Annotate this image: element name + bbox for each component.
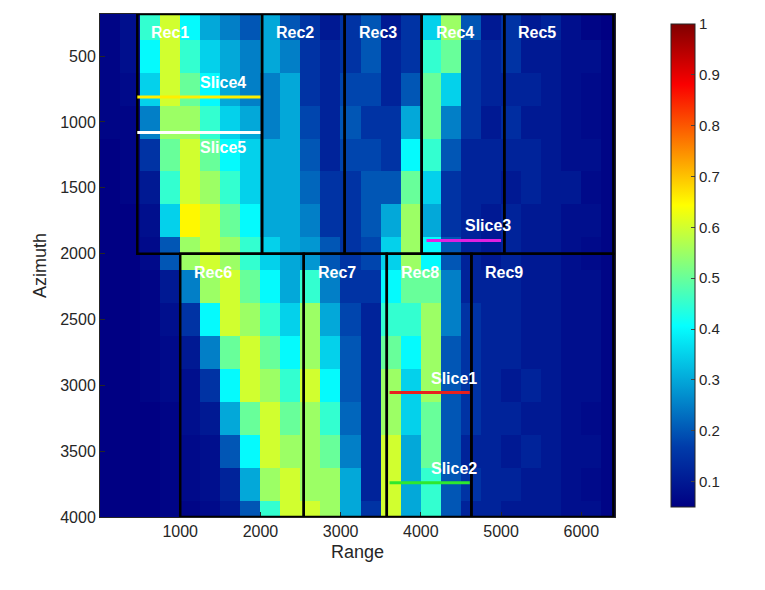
svg-text:0.1: 0.1 [699,473,720,490]
svg-text:Rec8: Rec8 [401,264,439,281]
svg-text:Slice4: Slice4 [200,74,246,91]
svg-text:4000: 4000 [403,523,439,540]
svg-text:6000: 6000 [564,523,600,540]
svg-text:1: 1 [699,15,707,32]
svg-text:0.6: 0.6 [699,219,720,236]
svg-text:2000: 2000 [60,245,96,262]
svg-text:4000: 4000 [60,509,96,526]
svg-text:Rec4: Rec4 [436,24,474,41]
svg-text:Rec2: Rec2 [276,24,314,41]
svg-text:Azimuth: Azimuth [30,233,50,298]
svg-text:Slice3: Slice3 [465,217,511,234]
svg-text:Slice1: Slice1 [431,370,477,387]
svg-text:0.5: 0.5 [699,269,720,286]
svg-text:Rec5: Rec5 [518,24,556,41]
svg-text:Rec6: Rec6 [194,264,232,281]
svg-text:1000: 1000 [60,114,96,131]
svg-text:2500: 2500 [60,311,96,328]
svg-text:3000: 3000 [60,377,96,394]
svg-text:Rec1: Rec1 [151,24,189,41]
svg-text:Slice2: Slice2 [431,460,477,477]
svg-text:0.3: 0.3 [699,371,720,388]
svg-text:3500: 3500 [60,443,96,460]
svg-text:Slice5: Slice5 [200,139,246,156]
svg-text:Rec7: Rec7 [318,264,356,281]
svg-text:0.7: 0.7 [699,168,720,185]
svg-text:Rec9: Rec9 [485,264,523,281]
svg-text:Range: Range [331,542,384,562]
svg-text:0.8: 0.8 [699,117,720,134]
svg-text:0.4: 0.4 [699,320,720,337]
svg-text:5000: 5000 [483,523,519,540]
svg-text:1500: 1500 [60,179,96,196]
svg-text:500: 500 [69,48,96,65]
svg-text:3000: 3000 [323,523,359,540]
svg-text:0.2: 0.2 [699,422,720,439]
svg-text:Rec3: Rec3 [359,24,397,41]
svg-text:0.9: 0.9 [699,66,720,83]
svg-text:2000: 2000 [243,523,279,540]
svg-text:1000: 1000 [162,523,198,540]
